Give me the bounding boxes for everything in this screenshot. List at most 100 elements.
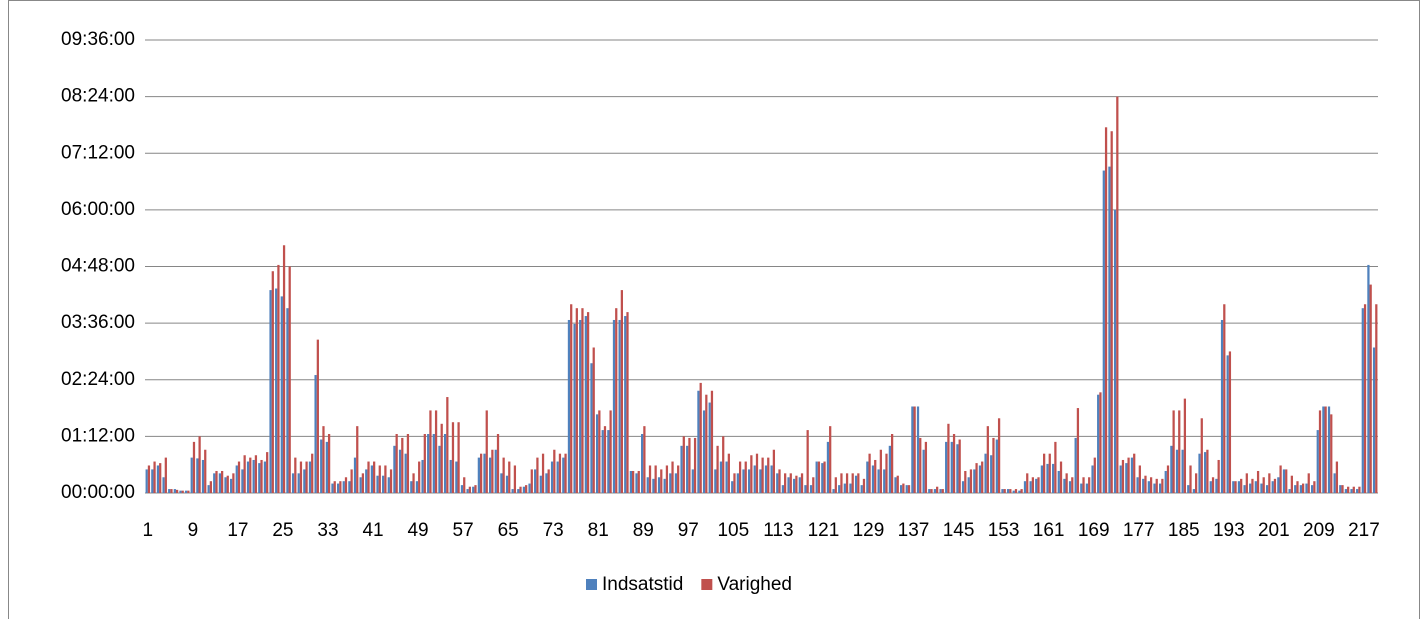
bar [936, 486, 939, 493]
bar [254, 455, 258, 493]
bar [151, 469, 154, 493]
bar [1076, 408, 1080, 493]
bar [586, 312, 590, 493]
bar [496, 434, 500, 493]
bar [440, 423, 443, 493]
x-tick-label: 169 [1078, 520, 1110, 541]
bar [1268, 473, 1271, 493]
bar [1215, 478, 1218, 493]
bar [184, 490, 188, 493]
bar [196, 458, 199, 493]
bar [147, 465, 151, 493]
bar [406, 434, 410, 493]
x-tick-label: 121 [808, 520, 840, 541]
bar [1102, 170, 1105, 494]
bar [145, 469, 148, 493]
bar [1206, 449, 1209, 493]
bar [1245, 473, 1248, 493]
bar [387, 477, 390, 493]
bar [1043, 453, 1046, 493]
bar [770, 465, 773, 493]
bar [680, 445, 683, 493]
bar [1012, 490, 1015, 493]
bar [558, 453, 562, 493]
x-tick-label: 185 [1168, 520, 1200, 541]
x-tick-label: 129 [853, 520, 885, 541]
bar [1260, 483, 1263, 493]
bar [1097, 394, 1100, 493]
bar [1181, 449, 1184, 493]
bar [843, 483, 846, 493]
bar [373, 461, 376, 493]
x-tick-label: 17 [227, 520, 248, 541]
bar [232, 473, 235, 493]
bar [528, 483, 531, 493]
bar [947, 423, 950, 493]
bar [1046, 463, 1049, 493]
bar [710, 390, 714, 493]
bar [888, 445, 891, 493]
bar [767, 457, 770, 493]
bar [421, 459, 424, 493]
bar [795, 475, 798, 493]
bar [1172, 410, 1175, 493]
bar [1249, 483, 1252, 493]
y-tick-label: 00:00:00 [61, 482, 135, 503]
bar [519, 486, 522, 493]
bar [303, 469, 306, 493]
bar [556, 461, 559, 493]
bar [1234, 481, 1237, 493]
bar [691, 469, 694, 493]
bar [378, 465, 381, 493]
bar [218, 473, 222, 493]
bar [669, 473, 672, 493]
bar [890, 434, 894, 493]
bar [1307, 473, 1310, 493]
bar [314, 375, 317, 493]
bar [389, 469, 393, 493]
x-tick-label: 177 [1123, 520, 1155, 541]
bar [1085, 483, 1089, 493]
bar [1170, 445, 1173, 493]
bar [1023, 481, 1027, 493]
bar [356, 426, 359, 493]
bar [209, 481, 212, 493]
bar [778, 469, 781, 493]
bar [1251, 478, 1254, 493]
bar [809, 485, 813, 493]
bar [798, 477, 801, 493]
bar [271, 271, 274, 493]
bar [1057, 470, 1060, 493]
bar [879, 449, 882, 493]
bar [263, 461, 267, 493]
bar [1088, 477, 1091, 493]
bar [299, 461, 303, 493]
bar [224, 477, 227, 493]
bar [235, 465, 238, 493]
bar [626, 312, 629, 493]
x-tick-label: 113 [763, 520, 793, 541]
bar [181, 490, 184, 493]
bar [784, 473, 787, 493]
bar [1138, 465, 1141, 493]
bar [755, 453, 759, 493]
bar [1369, 284, 1372, 493]
bar [984, 453, 987, 493]
bar [1192, 489, 1196, 493]
bar [1113, 209, 1117, 493]
bar [1108, 166, 1111, 493]
bar [1104, 127, 1108, 493]
bar [494, 449, 497, 493]
bar [1074, 437, 1077, 493]
bar [192, 441, 196, 493]
bar [1149, 477, 1153, 493]
bar [871, 465, 875, 493]
bar [1232, 481, 1235, 493]
bar [894, 477, 897, 493]
bar [1121, 459, 1125, 493]
bar [1375, 304, 1378, 493]
bar [534, 469, 537, 493]
bar [1294, 485, 1297, 493]
bar [1363, 304, 1367, 493]
bar [170, 489, 173, 493]
